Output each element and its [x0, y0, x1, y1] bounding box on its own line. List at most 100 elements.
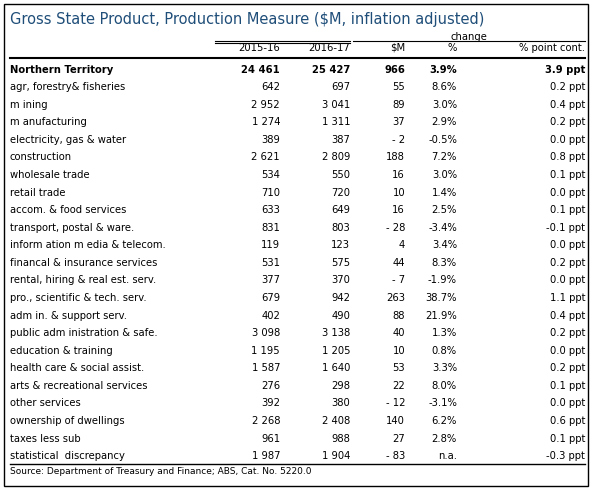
Text: 1 640: 1 640	[321, 363, 350, 373]
Text: 679: 679	[261, 293, 280, 303]
Text: 2015-16: 2015-16	[238, 43, 280, 53]
Text: 2016-17: 2016-17	[308, 43, 350, 53]
Text: 0.8%: 0.8%	[432, 346, 457, 356]
Text: 2 809: 2 809	[321, 152, 350, 163]
Text: 140: 140	[386, 416, 405, 426]
Text: 942: 942	[331, 293, 350, 303]
Text: 0.2 ppt: 0.2 ppt	[549, 82, 585, 92]
Text: 25 427: 25 427	[312, 65, 350, 74]
Text: 1 587: 1 587	[252, 363, 280, 373]
Text: pro., scientific & tech. serv.: pro., scientific & tech. serv.	[10, 293, 147, 303]
Text: -0.1 ppt: -0.1 ppt	[546, 223, 585, 233]
Text: -3.1%: -3.1%	[428, 398, 457, 408]
Text: 831: 831	[261, 223, 280, 233]
Text: -0.5%: -0.5%	[428, 135, 457, 145]
Text: 0.1 ppt: 0.1 ppt	[549, 205, 585, 215]
Text: -3.4%: -3.4%	[428, 223, 457, 233]
Text: -0.3 ppt: -0.3 ppt	[546, 451, 585, 461]
Text: 21.9%: 21.9%	[425, 311, 457, 320]
Text: 0.2 ppt: 0.2 ppt	[549, 118, 585, 127]
Text: 0.4 ppt: 0.4 ppt	[550, 100, 585, 110]
Text: 697: 697	[331, 82, 350, 92]
Text: arts & recreational services: arts & recreational services	[10, 381, 147, 391]
Text: Gross State Product, Production Measure ($M, inflation adjusted): Gross State Product, Production Measure …	[10, 12, 484, 27]
Text: %: %	[448, 43, 457, 53]
Text: electricity, gas & water: electricity, gas & water	[10, 135, 126, 145]
Text: 0.1 ppt: 0.1 ppt	[549, 170, 585, 180]
Text: 0.0 ppt: 0.0 ppt	[550, 275, 585, 286]
Text: 1.3%: 1.3%	[432, 328, 457, 338]
Text: agr, forestry& fisheries: agr, forestry& fisheries	[10, 82, 126, 92]
Text: 119: 119	[261, 240, 280, 250]
Text: 2 268: 2 268	[252, 416, 280, 426]
Text: $M: $M	[390, 43, 405, 53]
Text: 3.4%: 3.4%	[432, 240, 457, 250]
Text: public adm inistration & safe.: public adm inistration & safe.	[10, 328, 157, 338]
Text: adm in. & support serv.: adm in. & support serv.	[10, 311, 127, 320]
Text: 550: 550	[331, 170, 350, 180]
Text: 490: 490	[331, 311, 350, 320]
Text: 8.0%: 8.0%	[432, 381, 457, 391]
Text: 55: 55	[392, 82, 405, 92]
Text: wholesale trade: wholesale trade	[10, 170, 89, 180]
Text: 16: 16	[392, 170, 405, 180]
Text: 3.9%: 3.9%	[429, 65, 457, 74]
Text: other services: other services	[10, 398, 81, 408]
Text: 2 408: 2 408	[321, 416, 350, 426]
Text: rental, hiring & real est. serv.: rental, hiring & real est. serv.	[10, 275, 156, 286]
Text: 649: 649	[331, 205, 350, 215]
Text: 10: 10	[392, 188, 405, 197]
Text: 3.9 ppt: 3.9 ppt	[545, 65, 585, 74]
Text: 123: 123	[331, 240, 350, 250]
Text: 298: 298	[331, 381, 350, 391]
Text: 402: 402	[261, 311, 280, 320]
Text: 27: 27	[392, 434, 405, 443]
Text: taxes less sub: taxes less sub	[10, 434, 81, 443]
Text: n.a.: n.a.	[438, 451, 457, 461]
Text: % point cont.: % point cont.	[519, 43, 585, 53]
Text: 37: 37	[392, 118, 405, 127]
Text: education & training: education & training	[10, 346, 112, 356]
Text: Source: Department of Treasury and Finance; ABS, Cat. No. 5220.0: Source: Department of Treasury and Finan…	[10, 467, 311, 476]
Text: 0.2 ppt: 0.2 ppt	[549, 363, 585, 373]
Text: 3 098: 3 098	[252, 328, 280, 338]
Text: 44: 44	[392, 258, 405, 268]
Text: 1 311: 1 311	[321, 118, 350, 127]
Text: - 12: - 12	[385, 398, 405, 408]
Text: 387: 387	[331, 135, 350, 145]
Text: 38.7%: 38.7%	[426, 293, 457, 303]
Text: 531: 531	[261, 258, 280, 268]
Text: inform ation m edia & telecom.: inform ation m edia & telecom.	[10, 240, 166, 250]
Text: change: change	[451, 32, 487, 42]
Text: 16: 16	[392, 205, 405, 215]
Text: Northern Territory: Northern Territory	[10, 65, 113, 74]
Text: 53: 53	[392, 363, 405, 373]
Text: 2 621: 2 621	[252, 152, 280, 163]
Text: 3.3%: 3.3%	[432, 363, 457, 373]
Text: 2.9%: 2.9%	[432, 118, 457, 127]
Text: 1 904: 1 904	[321, 451, 350, 461]
Text: 0.2 ppt: 0.2 ppt	[549, 258, 585, 268]
Text: 633: 633	[261, 205, 280, 215]
Text: 1.4%: 1.4%	[432, 188, 457, 197]
Text: 642: 642	[261, 82, 280, 92]
Text: 4: 4	[399, 240, 405, 250]
Text: health care & social assist.: health care & social assist.	[10, 363, 144, 373]
Text: - 83: - 83	[386, 451, 405, 461]
Text: 3.0%: 3.0%	[432, 170, 457, 180]
Text: m anufacturing: m anufacturing	[10, 118, 87, 127]
Text: 0.0 ppt: 0.0 ppt	[550, 188, 585, 197]
Text: 40: 40	[392, 328, 405, 338]
Text: 6.2%: 6.2%	[432, 416, 457, 426]
Text: 1 195: 1 195	[252, 346, 280, 356]
Text: construction: construction	[10, 152, 72, 163]
Text: 389: 389	[261, 135, 280, 145]
Text: 0.0 ppt: 0.0 ppt	[550, 135, 585, 145]
Text: 88: 88	[392, 311, 405, 320]
Text: 8.6%: 8.6%	[432, 82, 457, 92]
Text: 575: 575	[331, 258, 350, 268]
Text: 22: 22	[392, 381, 405, 391]
Text: statistical  discrepancy: statistical discrepancy	[10, 451, 125, 461]
Text: - 2: - 2	[392, 135, 405, 145]
Text: 0.1 ppt: 0.1 ppt	[549, 381, 585, 391]
